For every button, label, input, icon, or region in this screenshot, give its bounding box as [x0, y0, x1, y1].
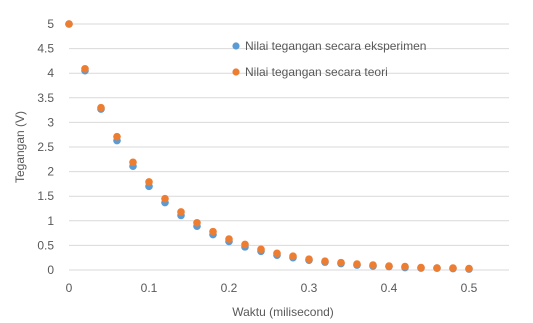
data-point	[129, 158, 137, 167]
data-point	[353, 260, 361, 268]
y-axis-title: Tegangan (V)	[13, 111, 27, 183]
plot-area	[65, 20, 473, 273]
data-point	[273, 249, 281, 258]
y-tick-label: 1.5	[37, 189, 54, 203]
y-tick-label: 3	[47, 115, 54, 129]
legend-entry-theory: Nilai tegangan secara teori	[232, 65, 388, 79]
legend: Nilai tegangan secara eksperimen Nilai t…	[232, 39, 426, 79]
x-tick-label: 0.4	[381, 281, 398, 295]
y-tick-label: 0.5	[37, 238, 54, 252]
data-point	[465, 264, 473, 273]
data-point	[449, 264, 457, 272]
data-point	[401, 262, 409, 271]
y-tick-label: 5	[47, 17, 54, 31]
series-theory	[65, 20, 473, 273]
data-point	[81, 64, 89, 73]
x-tick-label: 0.3	[301, 281, 318, 295]
data-point	[369, 261, 377, 269]
data-point	[433, 264, 441, 272]
data-point	[289, 252, 297, 261]
data-point	[225, 235, 233, 243]
data-point	[209, 227, 217, 236]
data-point	[65, 20, 73, 28]
legend-label-theory: Nilai tegangan secara teori	[245, 65, 388, 79]
data-point	[145, 178, 153, 186]
data-point	[113, 132, 121, 141]
y-tick-label: 2	[47, 165, 54, 179]
x-tick-label: 0	[66, 281, 73, 295]
x-tick-label: 0.2	[221, 281, 238, 295]
x-axis-title: Waktu (milisecond)	[232, 305, 334, 319]
data-point	[305, 255, 313, 263]
legend-marker-theory	[232, 68, 240, 76]
y-tick-label: 1	[47, 214, 54, 228]
x-tick-labels: 0 0.1 0.2 0.3 0.4 0.5	[66, 281, 478, 295]
data-point	[161, 194, 169, 203]
legend-label-experiment: Nilai tegangan secara eksperimen	[245, 39, 426, 53]
x-tick-label: 0.1	[141, 281, 158, 295]
data-point	[337, 258, 345, 267]
data-point	[257, 245, 265, 254]
y-tick-label: 2.5	[37, 140, 54, 154]
data-point	[193, 218, 201, 227]
gridlines	[69, 23, 509, 246]
legend-entry-experiment: Nilai tegangan secara eksperimen	[232, 39, 426, 53]
data-point	[177, 208, 185, 216]
x-tick-label: 0.5	[461, 281, 478, 295]
data-point	[97, 103, 105, 112]
y-tick-label: 0	[47, 263, 54, 277]
data-point	[417, 263, 425, 272]
y-tick-label: 3.5	[37, 91, 54, 105]
y-tick-labels: 0 0.5 1 1.5 2 2.5 3 3.5 4 4.5 5	[37, 17, 54, 277]
data-point	[385, 262, 393, 270]
y-tick-label: 4.5	[37, 42, 54, 56]
legend-marker-experiment	[232, 42, 240, 50]
data-point	[321, 257, 329, 265]
y-tick-label: 4	[47, 66, 54, 80]
data-point	[241, 240, 249, 249]
